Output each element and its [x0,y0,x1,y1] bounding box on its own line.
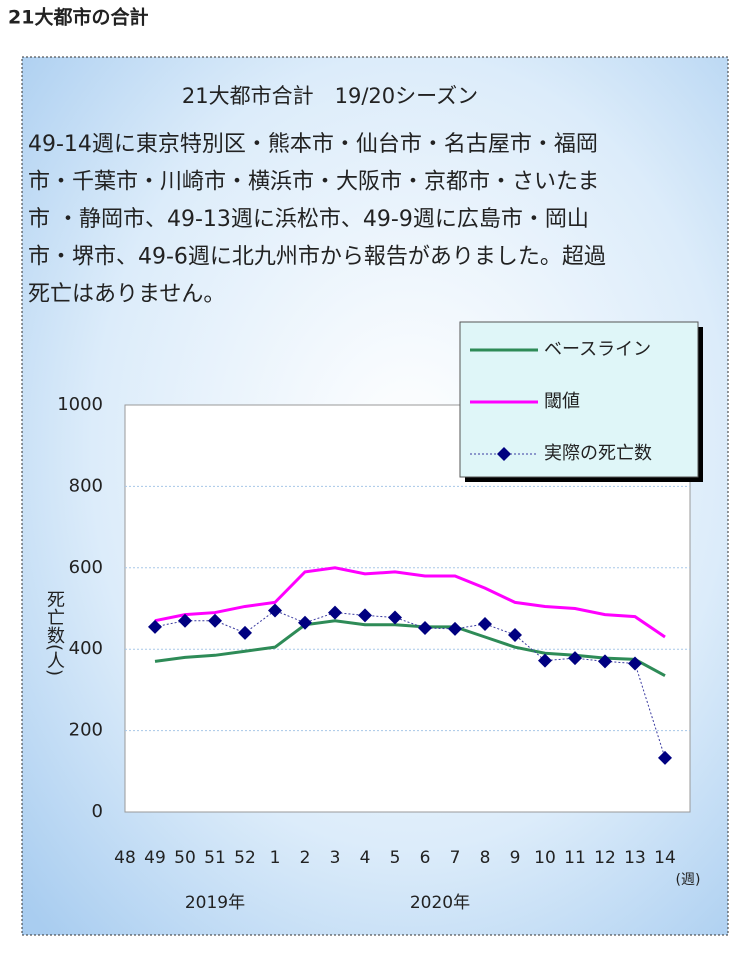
data-point [448,621,462,636]
description-line: 市・堺市、49-6週に北九州市から報告がありました。超過 [28,245,606,270]
data-point [388,610,402,625]
x-tick-label: 11 [564,848,586,868]
data-point [148,619,162,634]
data-point [238,625,252,640]
x-tick-label: 14 [654,848,676,868]
x-tick-label: 48 [114,848,136,868]
x-tick-label: 1 [270,848,281,868]
x-tick-label: 6 [420,848,431,868]
data-point [658,750,672,765]
x-tick-label: 13 [624,848,646,868]
legend-label: 閾値 [544,391,580,412]
x-tick-label: 10 [534,848,556,868]
data-point [298,615,312,630]
x-unit: (週) [676,872,701,888]
data-point [328,605,342,620]
data-point [178,613,192,628]
y-tick-label: 400 [69,638,103,659]
x-tick-label: 12 [594,848,616,868]
series-line [154,566,666,639]
year-label: 2020年 [410,893,470,913]
year-label: 2019年 [185,893,245,913]
x-tick-label: 8 [480,848,491,868]
data-point [268,603,282,618]
data-point [358,608,372,623]
x-tick-label: 4 [360,848,371,868]
x-tick-label: 52 [234,848,256,868]
x-tick-label: 51 [204,848,226,868]
data-point [538,653,552,668]
x-tick-label: 7 [450,848,461,868]
x-tick-label: 50 [174,848,196,868]
description-line: 死亡はありません。 [28,282,225,307]
data-point [508,627,522,642]
page-header: 21大都市の合計 [8,6,148,29]
y-tick-label: 800 [69,475,103,496]
chart-title: 21大都市合計 19/20シーズン [182,84,478,108]
x-tick-label: 3 [330,848,341,868]
legend-box [459,321,699,478]
data-point [628,656,642,671]
data-point [478,616,492,631]
data-point [418,621,432,636]
y-tick-label: 1000 [57,394,103,415]
y-tick-label: 200 [69,720,103,741]
y-tick-label: 0 [92,801,103,822]
x-tick-label: 9 [510,848,521,868]
y-axis-label: 死亡数(人) [44,590,65,676]
x-tick-label: 5 [390,848,401,868]
data-point [568,651,582,666]
y-tick-label: 600 [69,557,103,578]
x-tick-label: 2 [300,848,311,868]
description-line: 市 ・静岡市、49-13週に浜松市、49-9週に広島市・岡山 [28,207,589,232]
legend-marker [497,447,511,461]
description-line: 市・千葉市・川崎市・横浜市・大阪市・京都市・さいたま [28,170,599,195]
x-tick-label: 49 [144,848,166,868]
description-line: 49-14週に東京特別区・熊本市・仙台市・名古屋市・福岡 [28,132,598,157]
data-point [598,654,612,669]
series-line [154,619,666,677]
data-point [208,613,222,628]
legend-label: ベースライン [544,339,651,360]
legend-label: 実際の死亡数 [544,443,652,464]
